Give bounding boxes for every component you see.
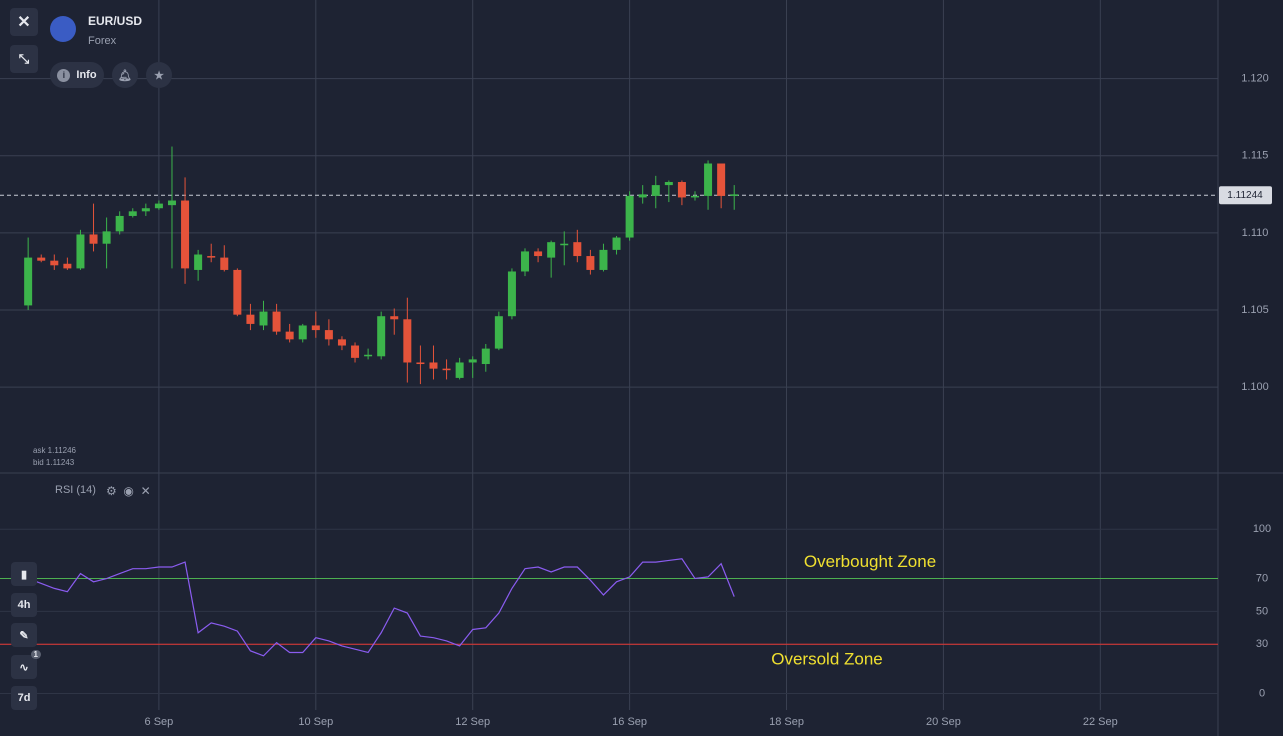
candle-body <box>207 256 216 258</box>
favorite-button[interactable]: ★ <box>146 62 172 88</box>
candle-body <box>507 271 516 317</box>
candle-body <box>416 362 425 365</box>
candle-body <box>677 182 686 198</box>
candle-body <box>625 195 634 238</box>
y-tick-label: 70 <box>1256 572 1268 584</box>
candle-body <box>442 368 451 371</box>
x-tick-label: 6 Sep <box>145 716 174 728</box>
candle-body <box>37 257 46 261</box>
candle-body <box>24 257 33 306</box>
ask-price: ask 1.11246 <box>33 446 76 455</box>
candle-body <box>89 234 98 244</box>
candle-body <box>298 325 307 340</box>
chart-type-button[interactable]: ▮ <box>11 562 37 586</box>
x-tick-label: 16 Sep <box>612 716 647 728</box>
candle-body <box>573 242 582 257</box>
candle-body <box>690 195 699 198</box>
candle-body <box>285 331 294 340</box>
candle-body <box>337 339 346 346</box>
candle-body <box>377 316 386 357</box>
candle-body <box>324 330 333 340</box>
candle-body <box>403 319 412 363</box>
candle-body <box>586 256 595 270</box>
candle-body <box>534 251 543 257</box>
candle-body <box>429 362 438 369</box>
candle-body <box>50 260 59 266</box>
rsi-line <box>27 558 735 657</box>
draw-button[interactable]: ✎ <box>11 623 37 647</box>
candle-body <box>141 208 150 212</box>
price-axis-panel <box>1218 0 1283 736</box>
y-tick-label: 50 <box>1256 605 1268 617</box>
candle-body <box>494 316 503 349</box>
x-tick-label: 18 Sep <box>769 716 804 728</box>
candle-body <box>128 211 137 216</box>
candle-body <box>717 163 726 196</box>
alert-button[interactable]: 🔔︎ <box>112 62 138 88</box>
indicator-count: 1 <box>30 650 41 659</box>
timeframe-button[interactable]: 4h <box>11 593 37 617</box>
zone-label: Overbought Zone <box>804 552 936 571</box>
bid-price: bid 1.11243 <box>33 458 75 467</box>
candle-body <box>521 251 530 272</box>
candle-body <box>730 194 739 196</box>
y-tick-label: 0 <box>1259 687 1265 699</box>
indicator-name: RSI (14) <box>55 484 96 496</box>
collapse-button[interactable]: ⤡ <box>10 45 38 73</box>
indicator-settings[interactable]: ⚙ ◉ ✕ <box>106 484 151 498</box>
candle-body <box>76 234 85 269</box>
candle-body <box>233 269 242 315</box>
candle-body <box>181 200 190 269</box>
candle-body <box>272 311 281 332</box>
x-tick-label: 20 Sep <box>926 716 961 728</box>
y-tick-label: 1.105 <box>1241 304 1269 316</box>
candle-body <box>560 243 569 246</box>
candle-body <box>638 194 647 198</box>
candle-body <box>63 263 72 269</box>
x-tick-label: 10 Sep <box>298 716 333 728</box>
candle-body <box>704 163 713 196</box>
x-tick-label: 12 Sep <box>455 716 490 728</box>
candle-body <box>390 316 399 320</box>
candle-body <box>455 362 464 378</box>
zone-label: Oversold Zone <box>771 650 883 669</box>
period-button[interactable]: 7d <box>11 686 37 710</box>
candle-body <box>651 185 660 196</box>
candle-body <box>599 249 608 270</box>
x-tick-label: 22 Sep <box>1083 716 1118 728</box>
candle-body <box>154 203 163 209</box>
candle-body <box>220 257 229 270</box>
currency-flag <box>50 16 76 42</box>
info-label: Info <box>76 69 97 81</box>
close-button[interactable]: ✕ <box>10 8 38 36</box>
y-tick-label: 1.110 <box>1242 227 1269 239</box>
y-tick-label: 100 <box>1253 523 1271 535</box>
y-tick-label: 1.115 <box>1242 150 1269 162</box>
market: Forex <box>88 35 117 47</box>
symbol: EUR/USD <box>88 14 143 28</box>
candle-body <box>167 200 176 206</box>
current-price-label: 1.11244 <box>1227 190 1263 201</box>
candle-body <box>102 231 111 244</box>
y-tick-label: 1.100 <box>1241 381 1269 393</box>
current-price-box <box>1219 186 1272 205</box>
indicators-button[interactable]: ∿ 1 <box>11 650 41 679</box>
candle-body <box>194 254 203 270</box>
candle-body <box>547 242 556 258</box>
candle-body <box>351 345 360 358</box>
candle-body <box>311 325 320 331</box>
candle-body <box>481 348 490 365</box>
candle-body <box>246 314 255 324</box>
candle-body <box>364 354 373 357</box>
candle-body <box>468 359 477 363</box>
y-tick-label: 30 <box>1256 638 1268 650</box>
info-button[interactable]: i Info <box>50 62 104 88</box>
candle-body <box>612 237 621 250</box>
candle-body <box>664 182 673 186</box>
candle-body <box>259 311 268 326</box>
y-tick-label: 1.120 <box>1241 73 1269 85</box>
candle-body <box>115 215 124 232</box>
